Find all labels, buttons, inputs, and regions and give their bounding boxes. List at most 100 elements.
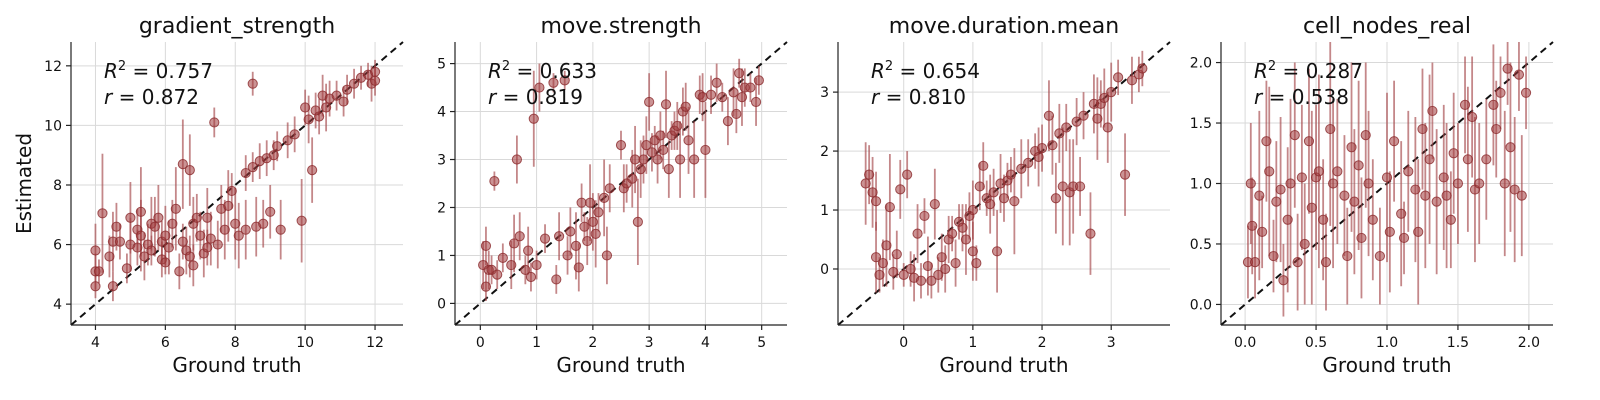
y-tick-label: 2 [437, 200, 446, 216]
data-point [599, 192, 610, 203]
data-point [1339, 190, 1350, 201]
y-tick-label: 0.5 [1190, 237, 1212, 253]
data-point [1016, 163, 1027, 174]
data-point [1126, 75, 1138, 86]
data-point [1474, 178, 1485, 189]
data-point [1023, 157, 1034, 168]
data-point [711, 77, 722, 88]
y-tick-label: 8 [53, 178, 62, 194]
data-point [497, 252, 508, 263]
data-point [289, 129, 300, 140]
data-point [1271, 196, 1282, 207]
y-tick-label: 0 [437, 296, 446, 312]
y-tick-label: 3 [820, 85, 829, 101]
data-point [184, 164, 195, 176]
data-point [1047, 140, 1058, 151]
data-point [90, 245, 101, 256]
y-tick-label: 2 [820, 144, 829, 160]
data-point [338, 96, 349, 107]
data-point [121, 263, 133, 274]
x-axis-label: Ground truth [556, 353, 685, 377]
panel-gradient_strength: 4 6 8 10 12 4 6 8 10 12 gradient_strength Ground tr… [12, 14, 404, 377]
data-point [1247, 220, 1258, 231]
data-point [629, 154, 641, 165]
data-point [1289, 130, 1300, 141]
data-point [1509, 184, 1520, 195]
data-point [1356, 232, 1367, 244]
data-point [731, 108, 742, 120]
data-point [1441, 190, 1452, 201]
data-point [489, 176, 500, 187]
data-point [531, 259, 542, 271]
data-point [663, 164, 674, 175]
data-point [1516, 190, 1527, 201]
data-point [177, 159, 188, 170]
y-tick-label: 6 [53, 238, 62, 254]
data-point [1462, 154, 1473, 165]
data-point [1296, 172, 1307, 183]
data-point [1452, 178, 1464, 189]
data-point [700, 144, 711, 156]
data-point [1445, 214, 1456, 225]
r-squared-annotation: R2 = 0.654 [871, 59, 980, 83]
y-tick-label: 4 [437, 105, 446, 121]
data-point [576, 197, 587, 208]
data-point [1257, 226, 1268, 237]
data-point [922, 260, 934, 272]
data-point [745, 82, 756, 93]
data-point [1459, 99, 1471, 110]
data-point [135, 230, 146, 241]
data-point [1420, 190, 1431, 201]
data-point [1384, 226, 1395, 237]
data-point [146, 245, 157, 256]
panel-title: move.duration.mean [889, 14, 1119, 39]
data-point [1396, 208, 1407, 219]
data-point [929, 199, 940, 210]
data-point [960, 234, 972, 245]
data-point [573, 262, 584, 273]
data-point [1320, 257, 1332, 268]
x-tick-label: 1 [968, 335, 977, 351]
data-point [184, 251, 195, 262]
data-point [191, 212, 202, 223]
data-point [1374, 250, 1386, 262]
r-annotation: r = 0.810 [871, 85, 966, 109]
data-point [508, 238, 520, 249]
data-point [1491, 123, 1502, 135]
data-points [860, 50, 1148, 302]
data-point [480, 281, 492, 292]
data-point [223, 200, 234, 211]
data-point [205, 233, 216, 244]
data-point [736, 92, 748, 103]
data-point [114, 236, 126, 247]
data-point [139, 251, 150, 262]
y-tick-label: 4 [53, 297, 62, 313]
data-point [534, 82, 545, 93]
data-points [1242, 42, 1532, 317]
data-point [950, 257, 961, 269]
data-point [275, 224, 286, 235]
data-point [870, 196, 882, 207]
data-point [369, 66, 381, 77]
data-point [1381, 172, 1393, 183]
data-point [111, 221, 122, 232]
y-tick-label: 5 [437, 57, 446, 73]
data-point [90, 281, 101, 292]
data-point [523, 245, 534, 256]
y-tick-label: 1.5 [1190, 116, 1212, 132]
data-point [551, 274, 562, 285]
x-axis-label: Ground truth [1322, 353, 1451, 377]
data-point [1513, 69, 1525, 80]
data-point [1292, 257, 1303, 268]
data-point [644, 96, 655, 108]
data-point [240, 167, 251, 179]
data-point [1043, 110, 1055, 121]
data-point [303, 114, 314, 125]
data-point [233, 230, 244, 241]
data-point [638, 154, 649, 165]
data-point [1438, 172, 1449, 183]
x-tick-label: 2 [1038, 335, 1047, 351]
data-point [593, 207, 604, 218]
data-point [209, 117, 220, 128]
